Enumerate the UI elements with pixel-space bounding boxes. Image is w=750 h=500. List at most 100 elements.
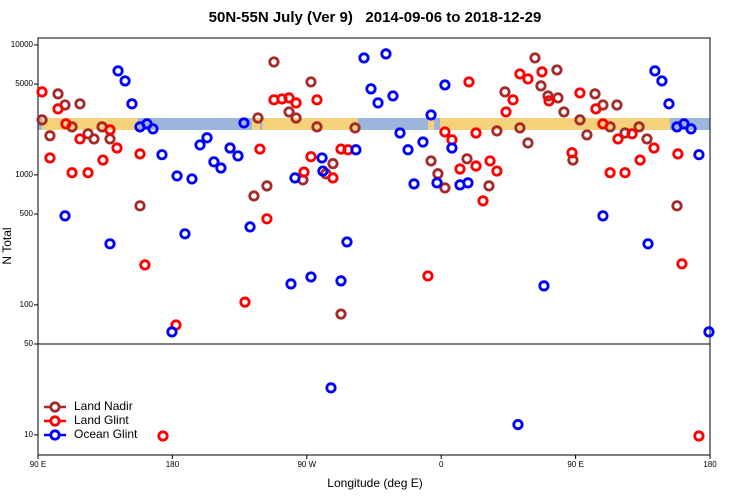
x-axis-label: Longitude (deg E) xyxy=(327,476,422,490)
point xyxy=(408,178,420,190)
y-tick-label: 5000 xyxy=(15,79,33,88)
point xyxy=(305,151,317,163)
point xyxy=(394,127,406,139)
point xyxy=(317,165,329,177)
point xyxy=(59,210,71,222)
y-tick-label: 10000 xyxy=(11,40,34,49)
point xyxy=(642,238,654,250)
point xyxy=(477,195,489,207)
point xyxy=(542,90,554,102)
point xyxy=(358,52,370,64)
point xyxy=(119,75,131,87)
point xyxy=(208,156,220,168)
point xyxy=(512,418,524,431)
point xyxy=(514,122,526,134)
point xyxy=(574,114,586,126)
point xyxy=(134,200,146,212)
point xyxy=(387,90,399,102)
point xyxy=(252,112,264,124)
point xyxy=(439,126,451,138)
point xyxy=(446,142,458,154)
legend-marker xyxy=(49,401,61,413)
point xyxy=(311,121,323,133)
point xyxy=(179,228,191,240)
point xyxy=(261,213,273,225)
point xyxy=(566,147,578,159)
point xyxy=(499,86,511,98)
x-tick-label: 0 xyxy=(439,460,444,469)
point xyxy=(590,103,602,115)
point xyxy=(156,149,168,161)
point xyxy=(597,118,609,130)
point xyxy=(529,52,541,64)
point xyxy=(224,142,236,154)
point xyxy=(60,118,72,130)
chart-title: 50N-55N July (Ver 9) 2014-09-06 to 2018-… xyxy=(209,9,542,26)
point xyxy=(74,133,86,145)
point xyxy=(703,326,715,338)
point xyxy=(104,124,116,136)
point xyxy=(147,123,159,135)
point xyxy=(311,94,323,106)
legend-marker xyxy=(49,415,61,427)
land-strip xyxy=(252,118,260,130)
point xyxy=(676,258,688,270)
point xyxy=(543,95,555,107)
point xyxy=(350,144,362,156)
point xyxy=(649,65,661,77)
point xyxy=(522,73,534,85)
point xyxy=(491,165,503,177)
point xyxy=(422,270,434,282)
point xyxy=(463,76,475,88)
point xyxy=(611,99,623,111)
legend-marker xyxy=(49,429,61,441)
point xyxy=(552,92,564,104)
legend-label: Land Glint xyxy=(74,413,129,427)
point xyxy=(672,148,684,160)
point xyxy=(484,155,496,167)
point xyxy=(439,79,451,91)
land-strip xyxy=(428,118,434,130)
point xyxy=(215,162,227,174)
point xyxy=(261,180,273,192)
point xyxy=(522,137,534,149)
point xyxy=(327,172,339,184)
y-tick-label: 100 xyxy=(20,300,34,309)
point xyxy=(470,160,482,172)
point xyxy=(491,125,503,137)
point xyxy=(425,109,437,121)
point xyxy=(341,236,353,248)
point xyxy=(97,154,109,166)
point xyxy=(425,155,437,167)
point xyxy=(52,88,64,100)
point xyxy=(104,238,116,250)
point xyxy=(558,106,570,118)
x-tick-label: 90 E xyxy=(567,460,583,469)
x-tick-label: 180 xyxy=(703,460,717,469)
point xyxy=(454,163,466,175)
x-tick-label: 90 W xyxy=(297,460,316,469)
point xyxy=(633,121,645,133)
point xyxy=(244,221,256,233)
point xyxy=(461,153,473,165)
point xyxy=(74,98,86,110)
x-tick-label: 90 E xyxy=(30,460,46,469)
point xyxy=(402,144,414,156)
point xyxy=(238,117,250,129)
point xyxy=(678,118,690,130)
point xyxy=(417,136,429,148)
land-strip xyxy=(262,118,358,130)
point xyxy=(239,296,251,308)
point xyxy=(298,166,310,178)
point xyxy=(66,167,78,179)
point xyxy=(538,280,550,292)
point xyxy=(316,152,328,164)
y-tick-label: 500 xyxy=(20,209,34,218)
point xyxy=(500,106,512,118)
point xyxy=(693,430,705,442)
point xyxy=(597,210,609,222)
point xyxy=(186,173,198,185)
point xyxy=(254,143,266,155)
point xyxy=(671,200,683,212)
